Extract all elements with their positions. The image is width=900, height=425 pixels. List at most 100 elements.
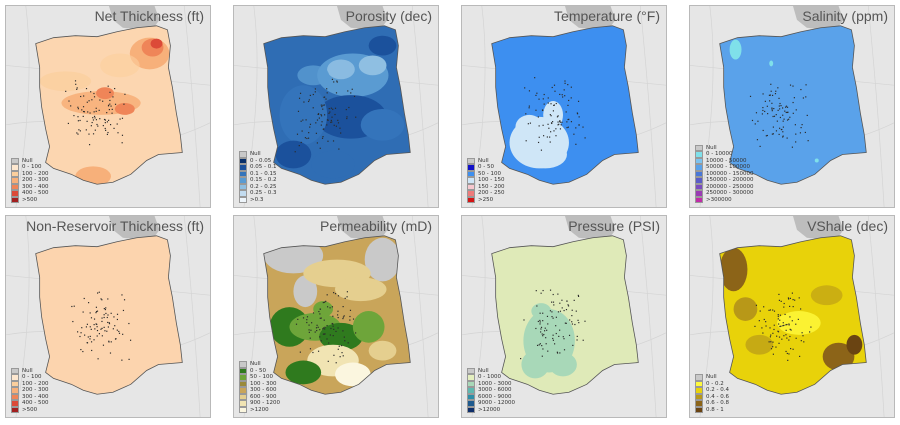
- temperature-map: [462, 6, 666, 207]
- lake-shape: [108, 6, 160, 30]
- legend-swatch: [467, 164, 475, 171]
- legend-label: 0 - 10000: [706, 151, 733, 158]
- legend-label: 0 - 1000: [478, 374, 501, 381]
- permeability-map: [234, 216, 438, 417]
- non-reservoir-thickness-map: [6, 216, 210, 417]
- lake-shape: [336, 6, 388, 30]
- legend-swatch: [467, 183, 475, 190]
- legend-swatch: [467, 170, 475, 177]
- legend-label: 50 - 100: [250, 374, 273, 381]
- salinity-map: [690, 6, 894, 207]
- legend-swatch: [239, 196, 247, 203]
- legend-label: 0.1 - 0.15: [250, 170, 277, 177]
- legend-swatch: [239, 374, 247, 381]
- legend-item: 0.4 - 0.6: [695, 393, 729, 400]
- legend-swatch: [11, 177, 19, 184]
- legend-label: 100000 - 150000: [706, 170, 754, 177]
- legend-swatch: [239, 177, 247, 184]
- legend-item: 0 - 100: [11, 164, 48, 171]
- porosity-map: [234, 6, 438, 207]
- legend-swatch: [467, 196, 475, 203]
- legend-swatch: [695, 190, 703, 197]
- legend-item: 0.6 - 0.8: [695, 400, 729, 407]
- map-legend: Null 0 - 50 50 - 100 100 - 300 300 - 600 600 …: [239, 361, 280, 413]
- permeability-surface: [263, 235, 411, 395]
- legend-label: 0.4 - 0.6: [706, 393, 729, 400]
- legend-item: 0.15 - 0.2: [239, 177, 276, 184]
- net-thickness-surface: [35, 25, 183, 185]
- legend-swatch: [467, 374, 475, 381]
- lake-shape: [108, 216, 160, 240]
- legend-swatch: [695, 400, 703, 407]
- temperature-surface: [491, 25, 639, 185]
- legend-item: Null: [467, 367, 515, 374]
- legend-label: >250: [478, 196, 494, 203]
- study-area-outline: [719, 235, 867, 395]
- legend-item: 0 - 100: [11, 374, 48, 381]
- legend-label: Null: [706, 374, 717, 381]
- legend-label: 9000 - 12000: [478, 400, 515, 407]
- legend-label: Null: [22, 157, 33, 164]
- legend-label: 200 - 300: [22, 387, 49, 394]
- legend-label: >300000: [706, 196, 732, 203]
- legend-item: 200 - 300: [11, 177, 48, 184]
- legend-item: 0 - 0.05: [239, 157, 276, 164]
- legend-item: 0.05 - 0.1: [239, 164, 276, 171]
- legend-label: 0.2 - 0.4: [706, 387, 729, 394]
- legend-swatch: [467, 406, 475, 413]
- legend-swatch: [11, 380, 19, 387]
- legend-item: >1200: [239, 406, 280, 413]
- panel-title: Non-Reservoir Thickness (ft): [26, 218, 204, 234]
- legend-swatch: [11, 393, 19, 400]
- legend-label: Null: [706, 144, 717, 151]
- legend-item: 0 - 0.2: [695, 380, 729, 387]
- legend-item: 200000 - 250000: [695, 183, 753, 190]
- legend-label: Null: [22, 367, 33, 374]
- legend-swatch: [467, 157, 475, 164]
- legend-swatch: [11, 164, 19, 171]
- legend-label: >12000: [478, 406, 501, 413]
- net-thickness-map: [6, 6, 210, 207]
- legend-swatch: [11, 400, 19, 407]
- legend-item: 0 - 50: [239, 367, 280, 374]
- legend-swatch: [11, 190, 19, 197]
- legend-label: 0 - 100: [22, 164, 42, 171]
- map-legend: Null 0 - 1000 1000 - 3000 3000 - 6000 6000 -…: [467, 367, 515, 413]
- panel-title: Net Thickness (ft): [94, 8, 204, 24]
- legend-item: >250: [467, 196, 504, 203]
- legend-item: 3000 - 6000: [467, 387, 515, 394]
- legend-label: 100 - 300: [250, 380, 277, 387]
- legend-item: 100 - 200: [11, 170, 49, 177]
- legend-label: 0 - 0.2: [706, 380, 724, 387]
- study-area-outline: [491, 235, 639, 395]
- legend-label: 250000 - 300000: [706, 190, 754, 197]
- study-area-outline: [491, 25, 639, 185]
- legend-swatch: [11, 367, 19, 374]
- legend-label: 10000 - 50000: [706, 157, 747, 164]
- legend-swatch: [467, 387, 475, 394]
- legend-label: Null: [250, 151, 261, 158]
- legend-item: 900 - 1200: [239, 400, 280, 407]
- salinity-surface: [719, 25, 867, 185]
- legend-swatch: [695, 380, 703, 387]
- legend-item: 250000 - 300000: [695, 190, 753, 197]
- legend-swatch: [239, 393, 247, 400]
- legend-swatch: [239, 380, 247, 387]
- legend-item: 100 - 200: [11, 380, 48, 387]
- legend-swatch: [695, 393, 703, 400]
- legend-label: 50 - 100: [478, 170, 501, 177]
- panel-title: Permeability (mD): [319, 218, 432, 234]
- legend-item: 150 - 200: [467, 183, 504, 190]
- study-area-outline: [719, 25, 867, 185]
- legend-label: 0.15 - 0.2: [250, 177, 277, 184]
- lake-shape: [792, 216, 844, 240]
- legend-swatch: [239, 406, 247, 413]
- legend-swatch: [11, 157, 19, 164]
- legend-label: Null: [478, 157, 489, 164]
- legend-item: 1000 - 3000: [467, 380, 515, 387]
- legend-label: 100 - 200: [22, 170, 49, 177]
- legend-swatch: [695, 406, 703, 413]
- lake-shape: [564, 6, 616, 30]
- map-legend: Null 0 - 0.05 0.05 - 0.1 0.1 - 0.15 0.15 - 0…: [239, 151, 276, 203]
- legend-item: >12000: [467, 406, 515, 413]
